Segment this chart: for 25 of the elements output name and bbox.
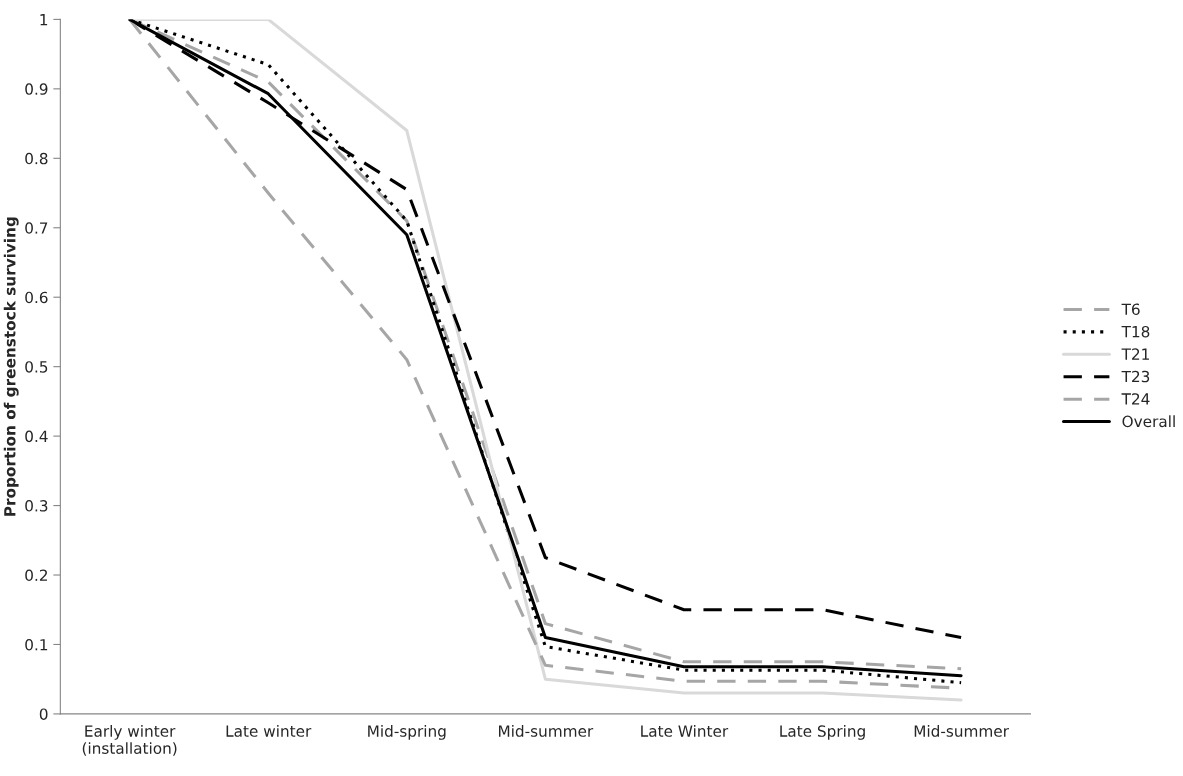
x-tick-label: Mid-summer [914, 725, 1009, 737]
y-tick-label: 0.1 [25, 638, 48, 651]
legend-label: T24 [1121, 393, 1150, 405]
legend-label: Overall [1122, 415, 1175, 428]
legend-label: T23 [1121, 370, 1150, 383]
legend-label: T6 [1121, 303, 1140, 316]
y-tick-label: 0.8 [25, 152, 48, 165]
x-tick-label: Late Winter [641, 725, 729, 737]
y-tick-label: 0.4 [25, 430, 48, 443]
x-tick-label: Mid-summer [499, 725, 594, 737]
x-tick-label: Late Spring [780, 725, 865, 740]
y-tick-label: 0.5 [25, 361, 48, 373]
y-tick-label: 0 [39, 708, 48, 720]
y-tick-label: 0.3 [25, 500, 48, 512]
y-tick-label: 0.7 [25, 222, 48, 234]
x-tick-label: Mid-spring [368, 725, 446, 740]
legend-label: T18 [1121, 325, 1150, 338]
x-tick-label: Early winter (installation) [82, 725, 177, 756]
y-tick-label: 1 [40, 14, 48, 26]
legend-label: T21 [1121, 348, 1149, 360]
y-tick-label: 0.2 [25, 569, 47, 582]
y-tick-label: 0.6 [25, 291, 48, 304]
x-tick-label: Late winter [226, 725, 312, 737]
y-tick-label: 0.9 [25, 83, 48, 95]
y-axis-title: Proportion of greenstock surviving [3, 217, 19, 516]
